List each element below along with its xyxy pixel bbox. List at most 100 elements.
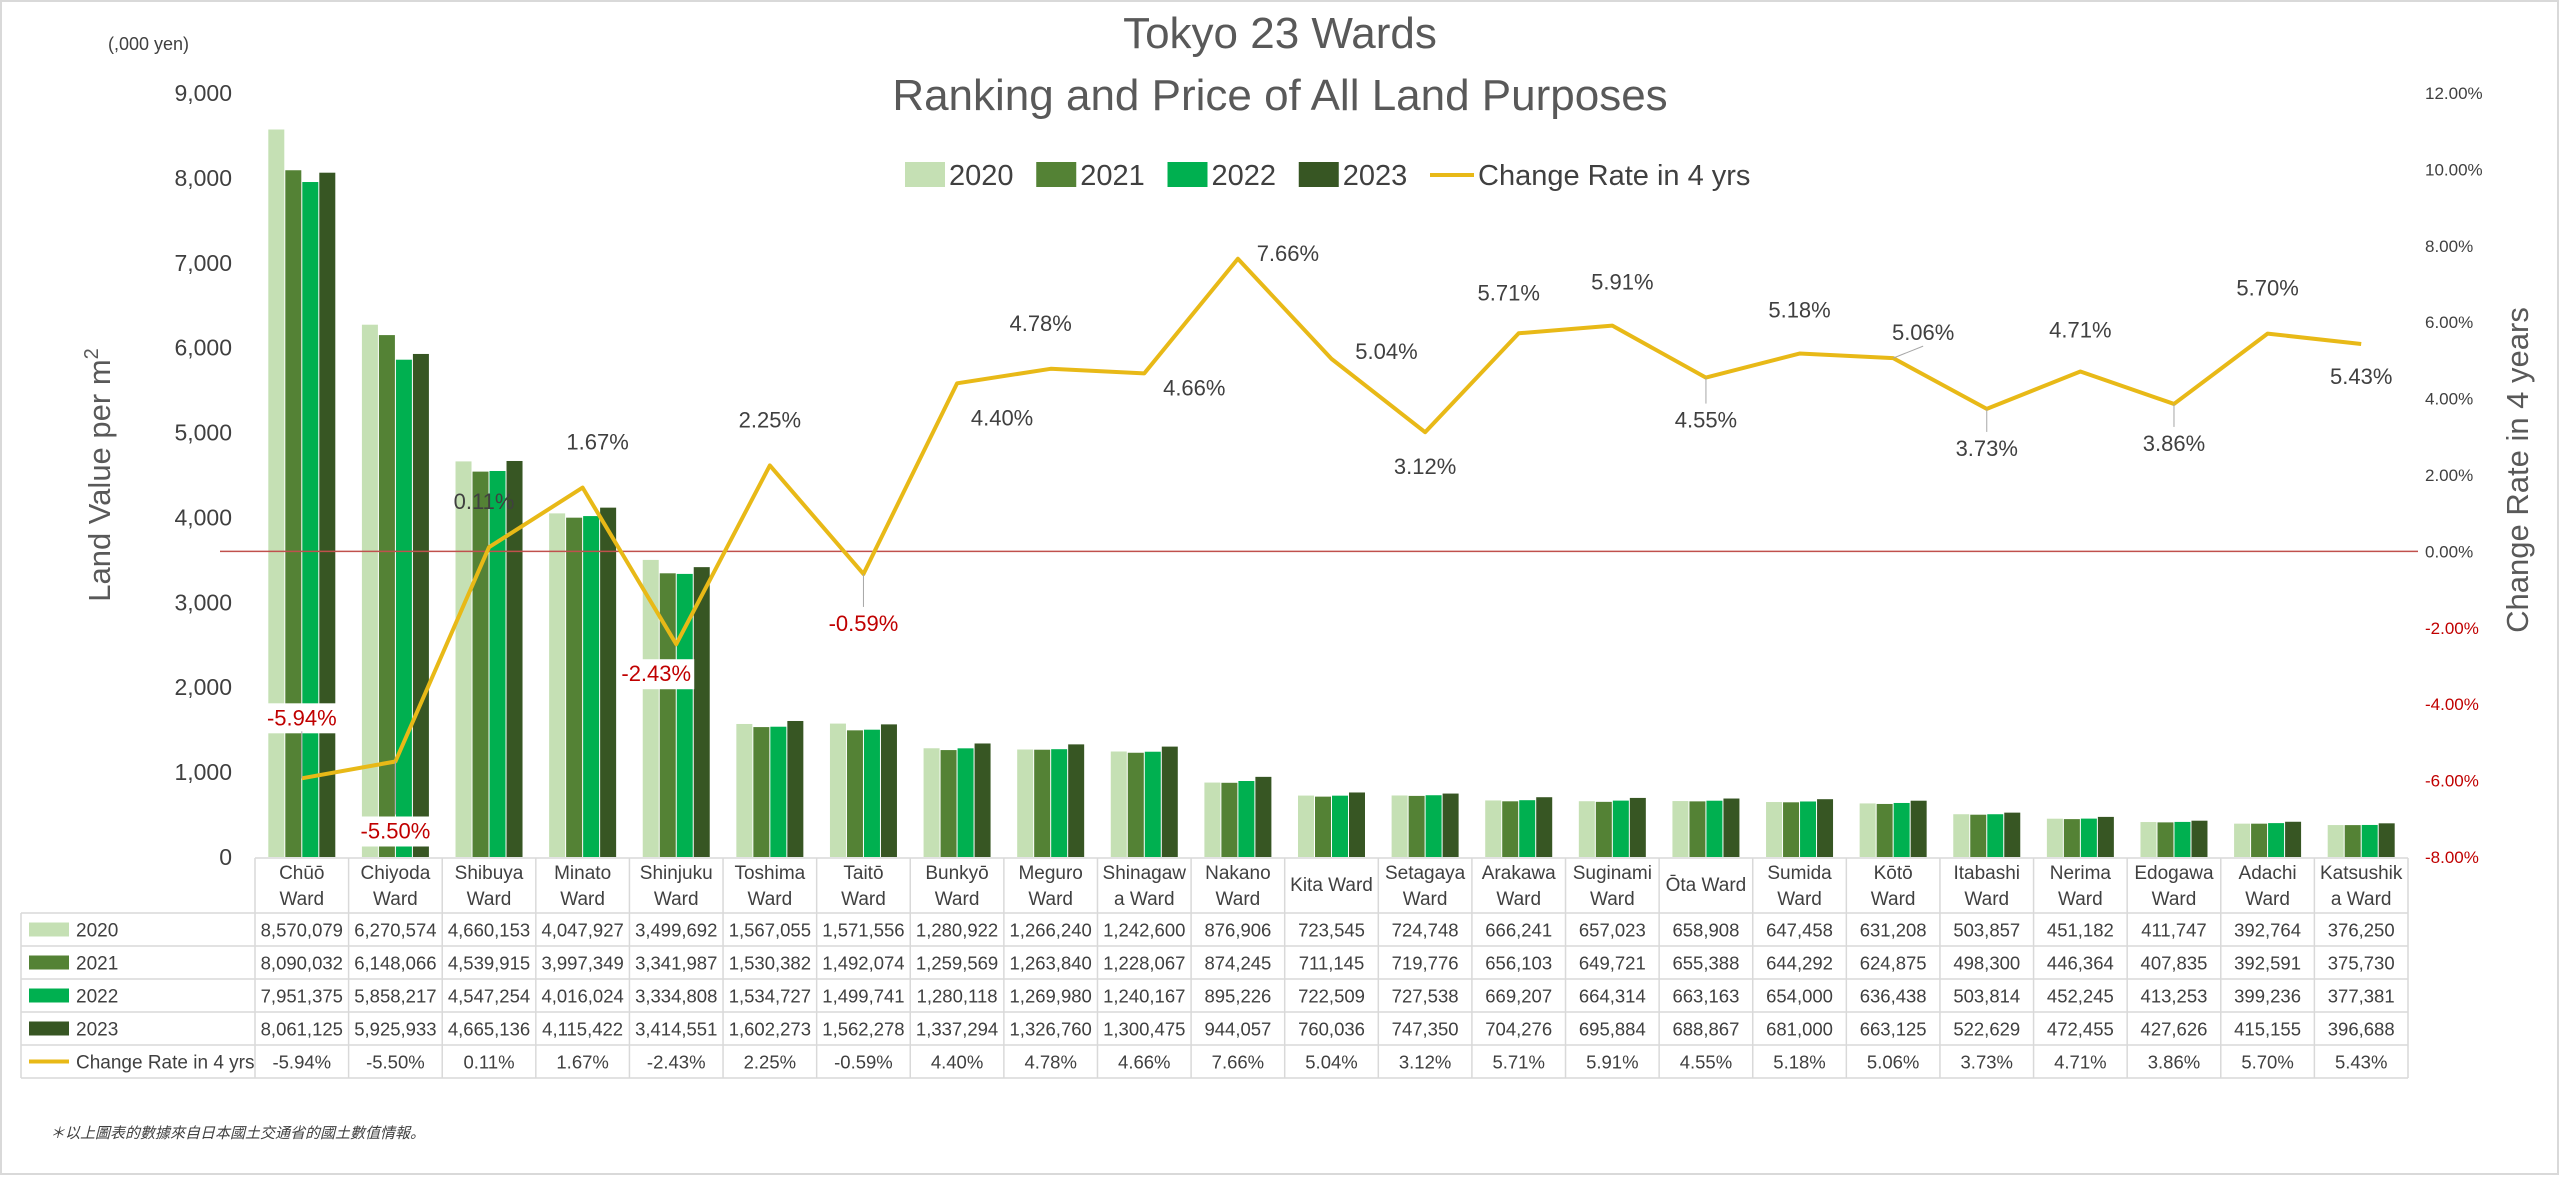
x-tick-label-7: Bunkyō <box>925 863 988 884</box>
table-cell: 8,570,079 <box>261 920 343 941</box>
x-tick-label-6-line2: Ward <box>841 889 886 910</box>
bar-2021-11 <box>1315 796 1331 857</box>
x-tick-label-9: Shinagaw <box>1103 863 1187 884</box>
table-cell: 3.86% <box>2148 1052 2200 1073</box>
table-cell: -5.94% <box>272 1052 331 1073</box>
table-cell: 1,266,240 <box>1010 920 1092 941</box>
x-tick-label-0: Chūō <box>279 863 324 884</box>
table-cell: 1,337,294 <box>916 1019 998 1040</box>
bar-2023-3 <box>600 507 617 857</box>
table-cell: 1,530,382 <box>729 953 811 974</box>
table-cell: 1,326,760 <box>1010 1019 1092 1040</box>
y2-tick-label: -2.00% <box>2425 619 2479 638</box>
table-row-name-2023: 2023 <box>76 1020 118 1041</box>
x-tick-label-20-line2: Ward <box>2152 889 2197 910</box>
bar-2020-21 <box>2234 823 2251 857</box>
table-cell: 876,906 <box>1204 920 1271 941</box>
x-tick-label-17-line2: Ward <box>1871 889 1916 910</box>
rate-label-4: -2.43% <box>621 661 691 686</box>
table-cell: 4,539,915 <box>448 953 530 974</box>
bar-2023-1 <box>412 353 429 857</box>
x-tick-label-3-line2: Ward <box>560 889 605 910</box>
table-cell: 1,567,055 <box>729 920 811 941</box>
table-cell: 688,867 <box>1672 1019 1739 1040</box>
table-cell: 392,764 <box>2234 920 2301 941</box>
rate-label-16: 5.18% <box>1768 298 1830 323</box>
bar-2022-9 <box>1144 751 1161 857</box>
bar-2021-19 <box>2063 819 2080 857</box>
table-cell: -5.50% <box>366 1052 425 1073</box>
table-cell: 4,660,153 <box>448 920 530 941</box>
table-cell: 3,499,692 <box>635 920 717 941</box>
table-cell: 656,103 <box>1485 953 1552 974</box>
table-cell: 724,748 <box>1392 920 1459 941</box>
table-cell: 719,776 <box>1392 953 1459 974</box>
rate-label-2: 0.11% <box>454 489 515 514</box>
x-tick-label-17: Kōtō <box>1874 863 1913 884</box>
bar-2021-12 <box>1408 795 1425 857</box>
table-cell: 1,280,922 <box>916 920 998 941</box>
rate-leader-line <box>1892 345 1924 359</box>
table-cell: 666,241 <box>1485 920 1552 941</box>
bar-2023-8 <box>1068 744 1085 857</box>
bar-2021-20 <box>2157 822 2174 857</box>
table-cell: 503,814 <box>1953 986 2020 1007</box>
change-rate-line-group: -5.94% -5.50% 0.11% 1.67% -2.43% 2.25% -0.59% 4… <box>263 241 2392 847</box>
bar-2021-8 <box>1034 749 1051 857</box>
bar-2023-4 <box>693 567 710 857</box>
bar-2021-1 <box>378 335 395 857</box>
bar-2023-19 <box>2097 816 2114 857</box>
table-cell: 446,364 <box>2047 953 2114 974</box>
legend-label-2023: 2023 <box>1343 160 1408 192</box>
table-cell: 376,250 <box>2328 920 2395 941</box>
table-cell: 3,334,808 <box>635 986 717 1007</box>
table-cell: 747,350 <box>1392 1019 1459 1040</box>
table-cell: 704,276 <box>1485 1019 1552 1040</box>
table-cell: 3.73% <box>1961 1052 2013 1073</box>
table-cell: 681,000 <box>1766 1019 1833 1040</box>
rate-label-17: 5.06% <box>1892 320 1954 345</box>
bar-2021-3 <box>566 517 583 857</box>
table-cell: 452,245 <box>2047 986 2114 1007</box>
table-cell: 4,047,927 <box>541 920 623 941</box>
x-tick-label-19: Nerima <box>2050 863 2112 884</box>
table-cell: 392,591 <box>2234 953 2301 974</box>
x-tick-label-16: Sumida <box>1767 863 1832 884</box>
axes-group: 0 1,000 2,000 3,000 4,000 5,000 6,000 7,000 8,00… <box>174 80 2482 870</box>
x-tick-label-4-line2: Ward <box>654 889 699 910</box>
x-tick-label-2: Shibuya <box>455 863 524 884</box>
y-axis-label: Land Value per m2 <box>81 348 117 602</box>
table-cell: -2.43% <box>647 1052 706 1073</box>
table-cell: 669,207 <box>1485 986 1552 1007</box>
table-cell: 647,458 <box>1766 920 1833 941</box>
bar-2023-18 <box>2004 812 2021 857</box>
x-tick-label-19-line2: Ward <box>2058 889 2103 910</box>
legend-swatch-2020 <box>905 162 945 187</box>
table-cell: 427,626 <box>2141 1019 2208 1040</box>
bar-2020-16 <box>1766 802 1783 857</box>
x-tick-label-11: Kita Ward <box>1290 875 1373 896</box>
x-tick-label-1: Chiyoda <box>361 863 431 884</box>
x-tick-label-12: Setagaya <box>1385 863 1466 884</box>
bar-2023-16 <box>1817 799 1834 857</box>
bar-2021-0 <box>285 170 302 858</box>
bar-2022-10 <box>1238 781 1255 857</box>
bar-2023-13 <box>1536 797 1553 857</box>
table-key-2022 <box>29 988 69 1003</box>
rate-label-12: 3.12% <box>1394 454 1456 479</box>
table-cell: 377,381 <box>2328 986 2395 1007</box>
table-cell: 1,499,741 <box>822 986 904 1007</box>
table-cell: 1,602,273 <box>729 1019 811 1040</box>
table-cell: 6,148,066 <box>354 953 436 974</box>
bar-2023-17 <box>1910 800 1927 857</box>
table-cell: 3,997,349 <box>541 953 623 974</box>
data-table: Chūō Ward Chiyoda Ward Shibuya Ward Minato Ward… <box>20 857 2409 1079</box>
change-rate-line <box>301 256 2362 781</box>
bar-2022-21 <box>2268 823 2285 857</box>
bar-2023-11 <box>1349 792 1365 857</box>
bar-2023-15 <box>1723 798 1740 857</box>
y-tick-label: 4,000 <box>174 504 232 530</box>
table-cell: 654,000 <box>1766 986 1833 1007</box>
bar-2021-15 <box>1689 801 1706 857</box>
x-tick-label-10: Nakano <box>1205 863 1271 884</box>
